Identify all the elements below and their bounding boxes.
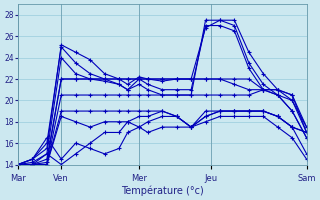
X-axis label: Température (°c): Température (°c) xyxy=(121,185,204,196)
